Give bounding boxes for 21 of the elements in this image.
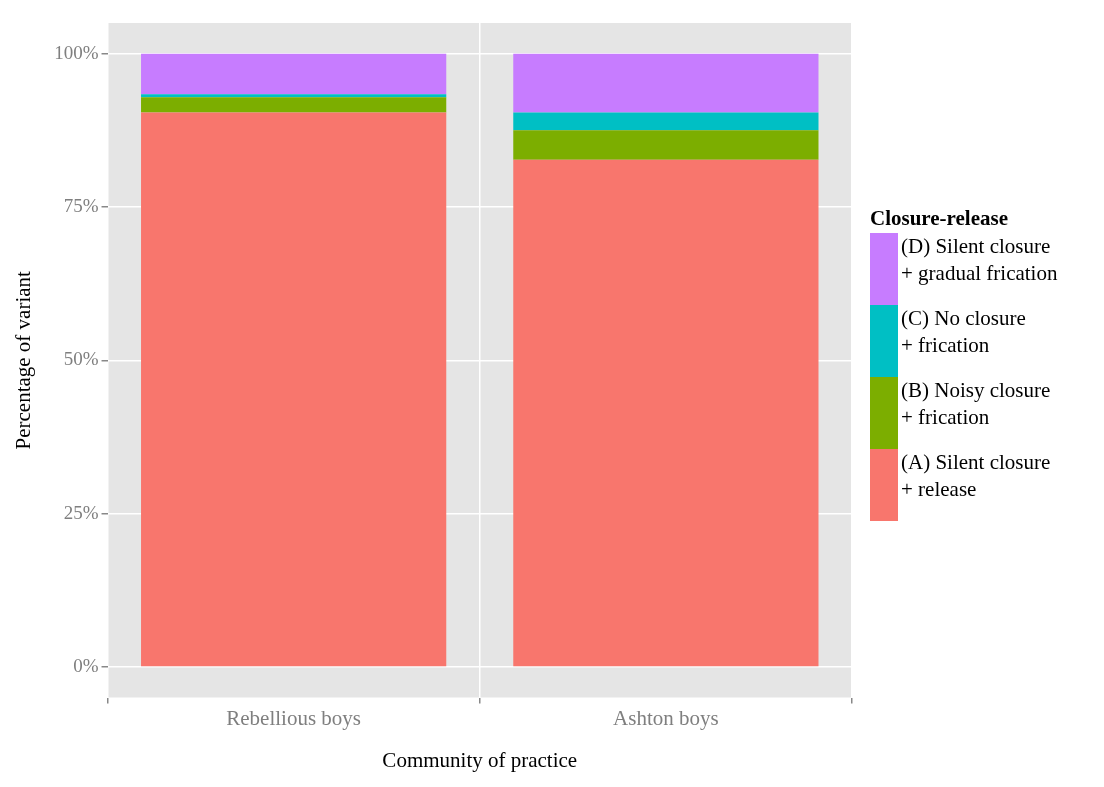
bar bbox=[141, 94, 447, 98]
y-tick-label: 25% bbox=[63, 501, 99, 523]
text: (A) Silent closure + release bbox=[901, 449, 1051, 503]
text: (B) Noisy closure + frication bbox=[901, 377, 1051, 431]
legend-title: Closure-release bbox=[870, 206, 1010, 231]
bar bbox=[141, 53, 447, 95]
bar bbox=[513, 53, 819, 113]
x-tick-label: Ashton boys bbox=[613, 705, 719, 730]
bar bbox=[513, 130, 819, 160]
y-axis-title: Percentage of variant bbox=[11, 270, 36, 450]
y-tick-label: 100% bbox=[54, 41, 99, 63]
y-tick-label: 50% bbox=[63, 348, 99, 370]
bar bbox=[513, 159, 819, 667]
x-tick-label: Rebellious boys bbox=[226, 705, 362, 730]
text: (D) Silent closure + gradual frication bbox=[901, 233, 1058, 287]
y-tick-label: 0% bbox=[73, 654, 99, 676]
text: (C) No closure + frication bbox=[901, 305, 1026, 359]
bar bbox=[141, 97, 447, 113]
bar bbox=[513, 112, 819, 131]
x-axis-title: Community of practice bbox=[382, 747, 578, 772]
y-tick-label: 75% bbox=[63, 194, 99, 216]
